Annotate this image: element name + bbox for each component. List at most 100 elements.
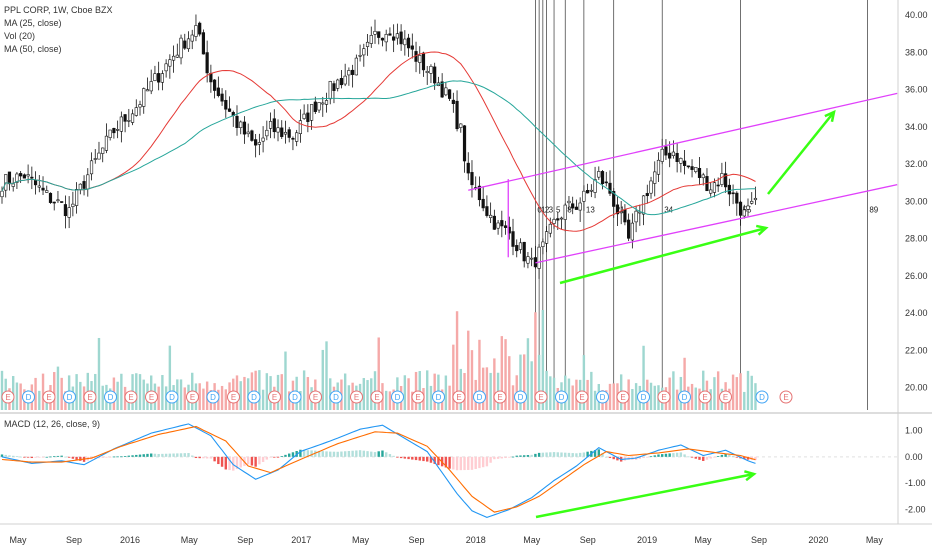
dividend-marker: D: [63, 390, 76, 404]
macd-legend[interactable]: MACD (12, 26, close, 9): [4, 418, 100, 431]
marker-label: D: [518, 393, 524, 402]
candle-body: [336, 79, 340, 89]
volume-bar: [754, 383, 757, 410]
macd-histogram-bar: [653, 455, 656, 457]
fib-zone-label: 13: [586, 206, 595, 215]
marker-label: E: [661, 393, 666, 402]
legend-ma25[interactable]: MA (25, close): [4, 18, 62, 28]
candle-body: [313, 101, 317, 112]
macd-histogram-bar: [366, 451, 369, 457]
candle-body: [227, 108, 232, 112]
macd-histogram-bar: [340, 451, 343, 457]
earnings-marker: E: [698, 390, 712, 404]
marker-label: E: [579, 393, 584, 402]
marker-circle: [124, 390, 138, 404]
candle-body: [205, 52, 209, 74]
candle-body: [164, 63, 168, 72]
macd-histogram-bar: [291, 452, 295, 457]
macd-histogram-bar: [261, 456, 265, 462]
candle-body: [388, 33, 392, 36]
marker-circle: [329, 390, 343, 404]
macd-tick-label: 1.00: [905, 425, 923, 435]
macd-histogram-bar: [172, 453, 175, 457]
marker-label: D: [251, 393, 257, 402]
candle-body: [272, 118, 276, 133]
macd-histogram-bar: [288, 453, 291, 457]
marker-label: E: [374, 393, 379, 402]
dividend-marker: D: [165, 390, 179, 404]
volume-bar: [590, 371, 593, 410]
marker-label: E: [313, 393, 318, 402]
candle-body: [89, 160, 94, 175]
candle-body: [321, 102, 325, 105]
time-tick-label: May: [866, 535, 884, 545]
volume-bar: [258, 370, 261, 410]
earnings-marker: E: [268, 390, 281, 404]
marker-label: E: [497, 393, 502, 402]
legend-volume[interactable]: Vol (20): [4, 31, 36, 41]
candle-body: [753, 197, 758, 201]
volume-bar: [642, 345, 645, 410]
candle-body: [242, 121, 247, 135]
marker-circle: [42, 390, 56, 404]
candle-body: [418, 55, 422, 63]
macd-histogram-bar: [724, 453, 727, 457]
volume-bar: [493, 358, 496, 410]
macd-histogram-bar: [679, 452, 683, 457]
time-tick-label: May: [695, 535, 713, 545]
macd-histogram-bar: [299, 449, 302, 457]
candle-body: [11, 183, 15, 187]
candle-body: [627, 219, 631, 239]
macd-histogram-bar: [8, 455, 11, 457]
macd-histogram-bar: [142, 454, 145, 457]
marker-label: D: [169, 393, 175, 402]
macd-histogram-bar: [112, 456, 116, 458]
fib-time-zones: 0 1 2 3 5 8 13 21 34 55 89: [535, 0, 879, 410]
marker-circle: [493, 390, 507, 404]
fib-zone-label: 2: [545, 206, 550, 215]
price-tick-label: 32.00: [905, 159, 928, 169]
candle-body: [26, 174, 30, 177]
candle-body: [735, 192, 739, 204]
fib-zone-label: 89: [869, 206, 878, 215]
candle-body: [82, 181, 86, 189]
ma25-line: [1, 51, 756, 232]
price-tick-label: 40.00: [905, 10, 928, 20]
candle-body: [168, 59, 172, 67]
candle-body: [22, 174, 26, 179]
macd-histogram-bar: [384, 452, 388, 457]
macd-histogram-bar: [276, 456, 280, 458]
candle-body: [209, 72, 213, 83]
macd-histogram-bar: [67, 456, 71, 458]
candle-body: [712, 182, 717, 193]
marker-circle: [596, 390, 609, 404]
arrow-shaft: [535, 472, 755, 519]
marker-circle: [411, 390, 425, 404]
macd-histogram-bar: [578, 452, 582, 457]
macd-histogram-bar: [45, 456, 48, 458]
candle-body: [48, 192, 53, 203]
marker-circle: [678, 390, 691, 404]
candle-body: [544, 231, 549, 244]
macd-histogram-bar: [131, 455, 134, 457]
candle-body: [604, 181, 608, 184]
marker-circle: [288, 390, 302, 404]
volume-bar: [478, 339, 481, 410]
candle-body: [339, 78, 344, 86]
macd-histogram-bar: [586, 451, 589, 457]
marker-label: E: [415, 393, 420, 402]
candle-body: [104, 135, 109, 151]
macd-histogram-bar: [683, 454, 686, 457]
legend-ma50[interactable]: MA (50, close): [4, 44, 62, 54]
macd-histogram-bar: [728, 454, 731, 457]
macd-histogram-bar: [325, 451, 328, 457]
time-tick-label: Sep: [751, 535, 767, 545]
candle-body: [671, 151, 675, 156]
volume-bar: [94, 373, 97, 410]
macd-histogram-bar: [11, 455, 15, 457]
candle-body: [485, 206, 489, 216]
volume-bar: [202, 388, 205, 410]
dividend-marker: D: [637, 390, 650, 404]
candle-body: [593, 179, 597, 193]
candle-body: [56, 199, 60, 202]
